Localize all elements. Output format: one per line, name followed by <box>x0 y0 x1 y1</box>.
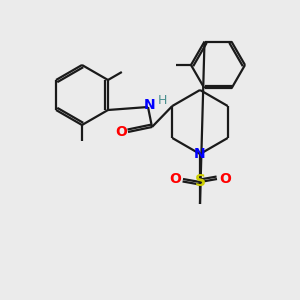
Text: O: O <box>115 125 127 139</box>
Text: N: N <box>194 147 206 161</box>
Text: N: N <box>144 98 156 112</box>
Text: O: O <box>219 172 231 186</box>
Text: O: O <box>169 172 181 186</box>
Text: H: H <box>157 94 167 107</box>
Text: S: S <box>194 175 206 190</box>
